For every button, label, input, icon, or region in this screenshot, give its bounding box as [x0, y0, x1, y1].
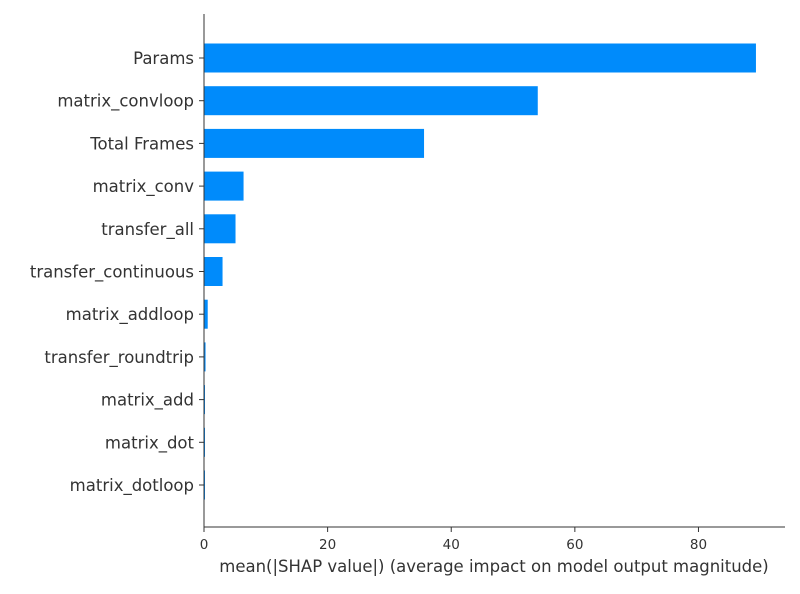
category-label: transfer_roundtrip — [44, 348, 194, 368]
bar-transfer-all — [204, 214, 236, 244]
category-label: transfer_continuous — [30, 263, 194, 283]
x-tick-label: 80 — [690, 537, 707, 553]
category-label: matrix_conv — [93, 177, 195, 197]
x-tick-label: 20 — [319, 537, 336, 553]
bar-transfer-continuous — [204, 257, 223, 286]
bar-transfer-roundtrip — [204, 342, 206, 372]
x-tick-label: 40 — [443, 537, 460, 553]
bar-matrix-addloop — [204, 299, 208, 329]
bar-params — [204, 43, 756, 73]
category-label: matrix_convloop — [57, 92, 194, 112]
bar-matrix-convloop — [204, 86, 538, 116]
bars-layer — [204, 43, 756, 500]
labels-layer: Params matrix_convloop Total Frames matrix_… — [30, 49, 195, 496]
bar-total-frames — [204, 128, 425, 158]
category-label: matrix_addloop — [66, 305, 194, 325]
bar-matrix-conv — [204, 171, 244, 201]
category-label: Total Frames — [89, 134, 194, 153]
x-tick-label: 0 — [200, 537, 209, 553]
category-label: matrix_add — [101, 391, 194, 411]
category-label: matrix_dot — [105, 433, 195, 453]
category-label: transfer_all — [101, 220, 194, 240]
x-axis-title: mean(|SHAP value|) (average impact on mo… — [219, 557, 769, 576]
axis-layer: 0 20 40 60 80 — [199, 14, 785, 553]
x-tick-label: 60 — [566, 537, 583, 553]
category-label: matrix_dotloop — [70, 476, 194, 496]
category-label: Params — [133, 49, 194, 68]
